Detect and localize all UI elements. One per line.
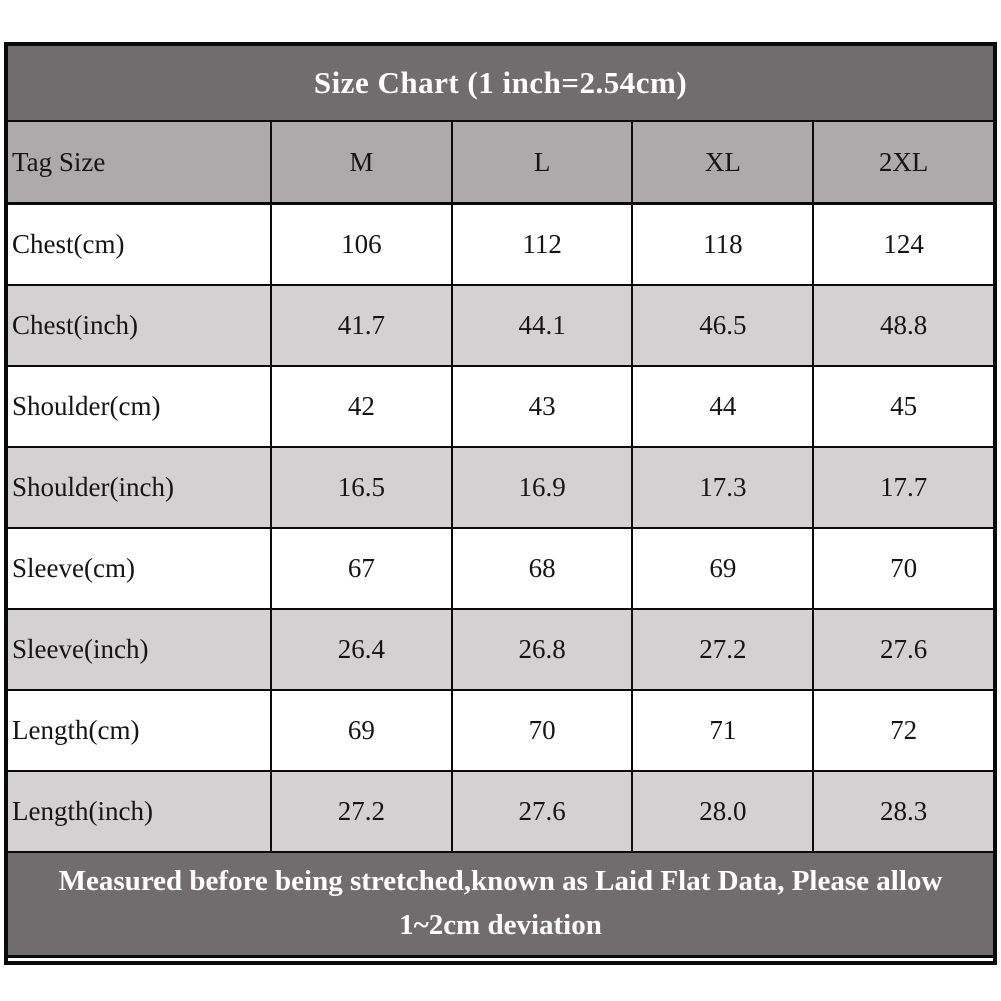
row-label: Sleeve(cm): [12, 553, 135, 583]
header-row: Tag Size M L XL 2XL: [8, 122, 993, 205]
table-row: Chest(inch) 41.7 44.1 46.5 48.8: [8, 286, 993, 367]
cell-value: 42: [270, 367, 451, 446]
cell-value: 70: [450, 691, 632, 770]
cell-value: 16.5: [270, 448, 451, 527]
cell-value: 118: [631, 205, 812, 284]
row-label: Shoulder(inch): [12, 472, 174, 502]
cell-value: 70: [812, 529, 993, 608]
table-body: Chest(cm) 106 112 118 124 Chest(inch) 41.7 44.1…: [8, 205, 993, 853]
cell-value: 48.8: [812, 286, 993, 365]
cell-value: 27.2: [631, 610, 812, 689]
size-chart-table: Size Chart (1 inch=2.54cm) Tag Size M L …: [4, 42, 997, 965]
table-row: Shoulder(cm) 42 43 44 45: [8, 367, 993, 448]
cell-value: 69: [631, 529, 812, 608]
cell-value: 68: [450, 529, 632, 608]
row-label: Shoulder(cm): [12, 391, 161, 421]
cell-value: 27.2: [270, 772, 451, 851]
table-row: Length(cm) 69 70 71 72: [8, 691, 993, 772]
header-cell-size-l: L: [450, 122, 632, 202]
cell-value: 71: [631, 691, 812, 770]
table-row: Chest(cm) 106 112 118 124: [8, 205, 993, 286]
cell-value: 112: [450, 205, 632, 284]
header-cell-size-2xl: 2XL: [812, 122, 993, 202]
cell-value: 69: [270, 691, 451, 770]
cell-value: 43: [450, 367, 632, 446]
header-cell-tag-size: Tag Size: [12, 146, 106, 177]
cell-value: 17.7: [812, 448, 993, 527]
header-cell-size-xl: XL: [631, 122, 812, 202]
cell-value: 16.9: [450, 448, 632, 527]
row-label: Chest(inch): [12, 310, 138, 340]
cell-value: 26.4: [270, 610, 451, 689]
cell-value: 124: [812, 205, 993, 284]
cell-value: 41.7: [270, 286, 451, 365]
size-chart-title: Size Chart (1 inch=2.54cm): [8, 46, 993, 122]
row-label: Sleeve(inch): [12, 634, 149, 664]
cell-value: 17.3: [631, 448, 812, 527]
cell-value: 44: [631, 367, 812, 446]
cell-value: 27.6: [812, 610, 993, 689]
cell-value: 28.0: [631, 772, 812, 851]
cell-value: 72: [812, 691, 993, 770]
cell-value: 67: [270, 529, 451, 608]
cell-value: 46.5: [631, 286, 812, 365]
table-row: Length(inch) 27.2 27.6 28.0 28.3: [8, 772, 993, 853]
table-row: Sleeve(cm) 67 68 69 70: [8, 529, 993, 610]
cell-value: 45: [812, 367, 993, 446]
measurement-note: Measured before being stretched,known as…: [8, 853, 993, 958]
cell-value: 27.6: [450, 772, 632, 851]
cell-value: 26.8: [450, 610, 632, 689]
cell-value: 44.1: [450, 286, 632, 365]
table-row: Shoulder(inch) 16.5 16.9 17.3 17.7: [8, 448, 993, 529]
table-row: Sleeve(inch) 26.4 26.8 27.2 27.6: [8, 610, 993, 691]
cell-value: 106: [270, 205, 451, 284]
row-label: Chest(cm): [12, 229, 125, 259]
header-cell-size-m: M: [270, 122, 451, 202]
cell-value: 28.3: [812, 772, 993, 851]
row-label: Length(inch): [12, 796, 153, 826]
row-label: Length(cm): [12, 715, 140, 745]
